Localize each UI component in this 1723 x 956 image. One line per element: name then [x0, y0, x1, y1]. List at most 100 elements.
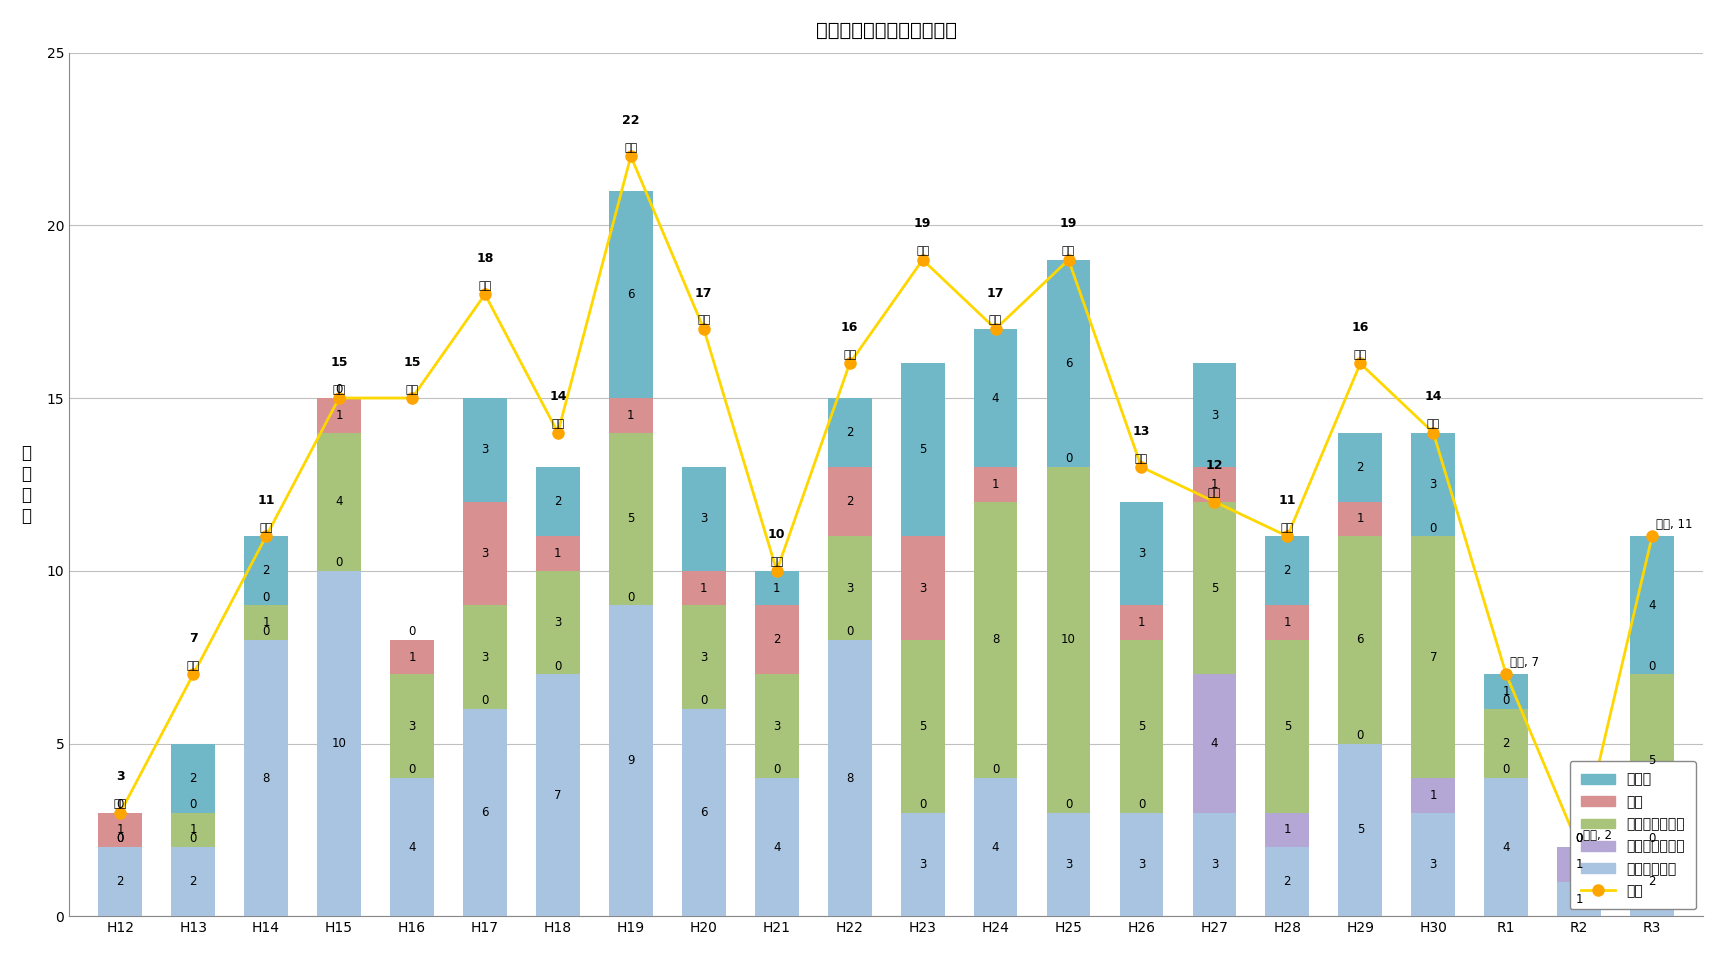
Bar [1265, 640, 1308, 813]
Text: 合計: 合計 [114, 799, 128, 809]
Text: 12: 12 [1204, 459, 1222, 472]
Text: 8: 8 [991, 634, 999, 646]
Bar [899, 813, 944, 916]
Bar [1192, 502, 1235, 674]
Bar [1265, 813, 1308, 847]
Text: 合計: 合計 [1280, 523, 1294, 532]
Text: 1: 1 [1501, 685, 1509, 698]
Bar [1556, 881, 1601, 916]
Text: 5: 5 [1356, 823, 1363, 836]
Text: 5: 5 [1647, 754, 1654, 768]
Bar [317, 571, 360, 916]
Text: 合計: 合計 [477, 281, 491, 291]
Text: 5: 5 [1137, 720, 1144, 732]
Text: 0: 0 [700, 694, 706, 707]
Text: 合計, 2: 合計, 2 [1582, 829, 1611, 842]
Text: 0: 0 [846, 625, 853, 639]
Text: 3: 3 [772, 720, 781, 732]
Bar [1046, 813, 1089, 916]
Text: 1: 1 [117, 823, 124, 836]
Text: 4: 4 [334, 495, 343, 509]
Bar [1192, 674, 1235, 813]
Bar [1265, 605, 1308, 640]
Bar [973, 467, 1017, 502]
Text: 1: 1 [1284, 823, 1291, 836]
Bar [827, 536, 872, 640]
Bar [973, 778, 1017, 916]
Bar [682, 709, 725, 916]
Text: 4: 4 [1501, 840, 1509, 854]
Text: 3: 3 [1428, 858, 1435, 871]
Bar [973, 329, 1017, 467]
Text: 0: 0 [1575, 833, 1582, 845]
Text: 0: 0 [117, 833, 124, 845]
Bar [1046, 467, 1089, 813]
Text: 3: 3 [1210, 858, 1218, 871]
Text: 18: 18 [476, 252, 493, 265]
Text: 5: 5 [1210, 581, 1218, 595]
Bar [608, 605, 653, 916]
Text: 11: 11 [1278, 494, 1296, 507]
Text: 3: 3 [1210, 409, 1218, 422]
Bar [1556, 847, 1601, 881]
Bar [1118, 813, 1163, 916]
Bar [682, 571, 725, 605]
Text: 1: 1 [1356, 512, 1363, 526]
Text: 4: 4 [772, 840, 781, 854]
Text: 8: 8 [846, 771, 853, 785]
Bar [1265, 536, 1308, 605]
Text: 2: 2 [1284, 564, 1291, 577]
Bar [1630, 847, 1673, 916]
Text: 16: 16 [841, 321, 858, 334]
Text: 2: 2 [1356, 461, 1363, 473]
Text: 0: 0 [1065, 798, 1072, 811]
Bar [1118, 605, 1163, 640]
Text: 6: 6 [700, 806, 706, 819]
Text: 0: 0 [991, 764, 999, 776]
Bar [1118, 640, 1163, 813]
Text: 0: 0 [1575, 833, 1582, 845]
Text: 0: 0 [772, 764, 781, 776]
Bar [608, 398, 653, 432]
Bar [827, 467, 872, 536]
Text: 0: 0 [1137, 798, 1144, 811]
Bar [389, 674, 434, 778]
Text: 1: 1 [700, 581, 706, 595]
Text: 6: 6 [627, 288, 634, 301]
Bar [608, 190, 653, 398]
Text: 0: 0 [481, 694, 488, 707]
Bar [1411, 778, 1454, 813]
Bar [536, 571, 579, 674]
Text: 10: 10 [1060, 634, 1075, 646]
Text: 0: 0 [336, 383, 343, 397]
Text: 3: 3 [846, 581, 853, 595]
Text: 16: 16 [1351, 321, 1368, 334]
Bar [317, 398, 360, 432]
Bar [682, 467, 725, 571]
Text: 0: 0 [1428, 522, 1435, 534]
Bar [1484, 674, 1527, 709]
Bar [1337, 432, 1382, 502]
Text: 10: 10 [767, 529, 786, 541]
Text: 5: 5 [918, 720, 925, 732]
Text: 1: 1 [1284, 616, 1291, 629]
Bar [1411, 813, 1454, 916]
Text: 1: 1 [772, 581, 781, 595]
Legend: その他, 家電, ドラッグストア, ホームセンター, 食品スーパー, 合計: その他, 家電, ドラッグストア, ホームセンター, 食品スーパー, 合計 [1568, 762, 1695, 909]
Text: 4: 4 [1210, 737, 1218, 750]
Text: 2: 2 [1501, 737, 1509, 750]
Text: 3: 3 [918, 858, 925, 871]
Text: 0: 0 [262, 625, 269, 639]
Text: 15: 15 [403, 356, 420, 369]
Bar [536, 674, 579, 916]
Bar [899, 640, 944, 813]
Text: 7: 7 [190, 632, 198, 645]
Text: 6: 6 [1065, 357, 1072, 370]
Bar [98, 813, 141, 847]
Text: 3: 3 [408, 720, 415, 732]
Bar [1337, 536, 1382, 744]
Text: 3: 3 [918, 581, 925, 595]
Text: 3: 3 [1065, 858, 1072, 871]
Bar [171, 744, 215, 813]
Text: 14: 14 [1423, 390, 1440, 403]
